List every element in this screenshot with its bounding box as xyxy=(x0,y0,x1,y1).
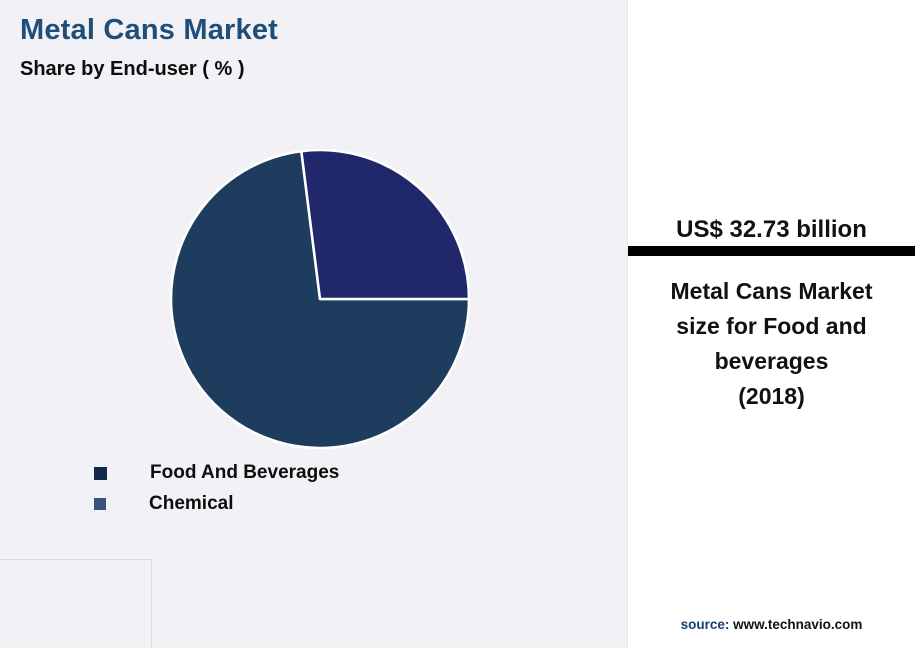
stat-value: US$ 32.73 billion xyxy=(676,216,867,243)
source-url: www.technavio.com xyxy=(733,617,863,632)
legend-label-chemical: Chemical xyxy=(149,493,234,514)
source-label: source: xyxy=(680,617,730,632)
pie-slice-chemical xyxy=(300,148,471,301)
decorative-corner-line-vertical xyxy=(151,559,152,648)
legend-marker-food-and-beverages xyxy=(94,466,107,480)
highlight-panel: US$ 32.73 billion Metal Cans Market size… xyxy=(627,0,915,648)
page-title: Metal Cans Market xyxy=(20,14,279,46)
accent-bar xyxy=(628,246,915,256)
source-line: source: www.technavio.com xyxy=(628,617,915,632)
stat-description: Metal Cans Market size for Food and beve… xyxy=(670,278,873,409)
legend-item-chemical: Chemical xyxy=(94,493,339,515)
pie-chart xyxy=(168,147,472,451)
legend-label-food-and-beverages: Food And Beverages xyxy=(150,462,340,483)
legend-marker-chemical xyxy=(94,498,106,510)
legend-item-food-and-beverages: Food And Beverages xyxy=(94,462,339,484)
chart-area: Metal Cans Market Share by End-user ( % … xyxy=(0,14,472,648)
chart-legend: Food And Beverages Chemical xyxy=(94,462,339,515)
decorative-corner-line-horizontal xyxy=(0,559,151,560)
chart-subtitle: Share by End-user ( % ) xyxy=(20,58,245,80)
pie-chart-svg xyxy=(169,148,471,450)
